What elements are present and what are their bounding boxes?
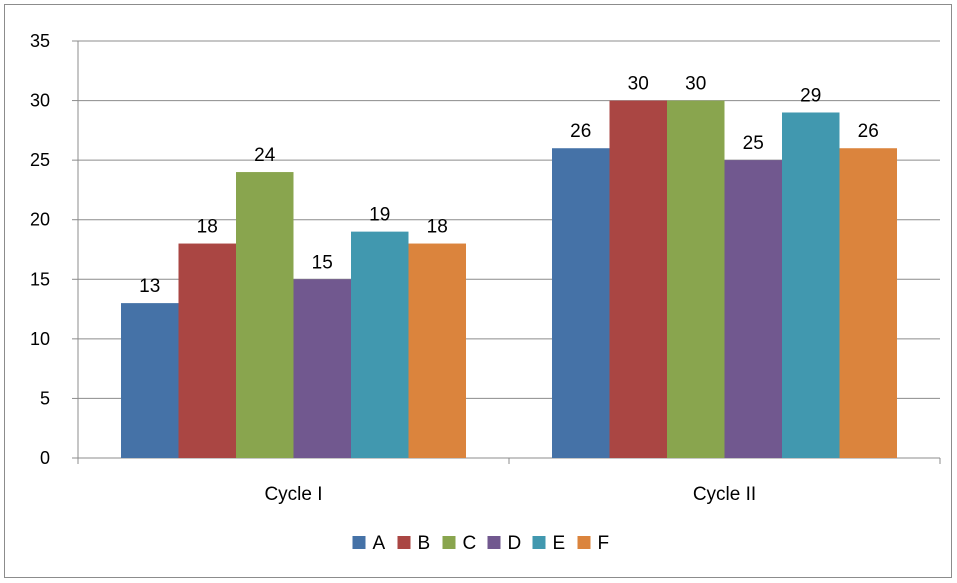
data-label: 29 xyxy=(800,85,821,106)
axes: 0 5 10 15 20 25 30 35 Cycle I Cycle II xyxy=(30,31,941,505)
bars xyxy=(121,100,897,459)
bar-f-2 xyxy=(839,148,897,458)
data-labels: 13 18 24 15 19 18 26 30 30 25 29 26 xyxy=(139,74,879,298)
y-tick-label: 35 xyxy=(30,31,50,51)
y-tick-label: 30 xyxy=(30,91,50,111)
bar-e-2 xyxy=(782,112,840,458)
y-tick-label: 5 xyxy=(40,388,50,408)
legend-swatch-a xyxy=(352,536,366,549)
bar-b-1 xyxy=(178,243,236,458)
legend-swatch-d xyxy=(487,536,501,549)
y-tick-label: 20 xyxy=(30,210,50,230)
bar-a-1 xyxy=(121,303,179,458)
bar-f-1 xyxy=(408,243,466,458)
bar-b-2 xyxy=(609,100,667,459)
legend-swatch-e xyxy=(532,536,546,549)
y-tick-label: 15 xyxy=(30,269,50,289)
y-tick-label: 0 xyxy=(40,448,50,468)
bar-c-1 xyxy=(236,172,294,459)
y-tick-label: 25 xyxy=(30,150,50,170)
legend-label-c: C xyxy=(463,533,477,554)
bar-e-1 xyxy=(351,231,409,458)
data-label: 25 xyxy=(743,133,764,154)
data-label: 30 xyxy=(685,74,706,95)
legend-label-f: F xyxy=(598,533,610,554)
legend-swatch-f xyxy=(577,536,591,549)
legend-label-e: E xyxy=(553,533,566,554)
legend-swatch-b xyxy=(397,536,411,549)
bar-d-1 xyxy=(293,279,351,458)
data-label: 24 xyxy=(254,145,276,166)
data-label: 18 xyxy=(427,217,448,238)
x-category-label: Cycle I xyxy=(264,484,322,505)
y-tick-label: 10 xyxy=(30,329,50,349)
data-label: 26 xyxy=(858,121,879,142)
legend-label-a: A xyxy=(373,533,386,554)
x-category-label: Cycle II xyxy=(693,484,756,505)
data-label: 15 xyxy=(312,252,333,273)
data-label: 18 xyxy=(197,217,218,238)
legend-label-b: B xyxy=(418,533,431,554)
data-label: 13 xyxy=(139,276,160,297)
data-label: 26 xyxy=(570,121,591,142)
legend-swatch-c xyxy=(442,536,456,549)
bar-a-2 xyxy=(552,148,610,458)
bar-d-2 xyxy=(724,160,782,458)
data-label: 19 xyxy=(369,205,390,226)
data-label: 30 xyxy=(628,74,649,95)
legend-label-d: D xyxy=(508,533,522,554)
bar-c-2 xyxy=(667,100,725,459)
legend: A B C D E F xyxy=(352,533,610,554)
